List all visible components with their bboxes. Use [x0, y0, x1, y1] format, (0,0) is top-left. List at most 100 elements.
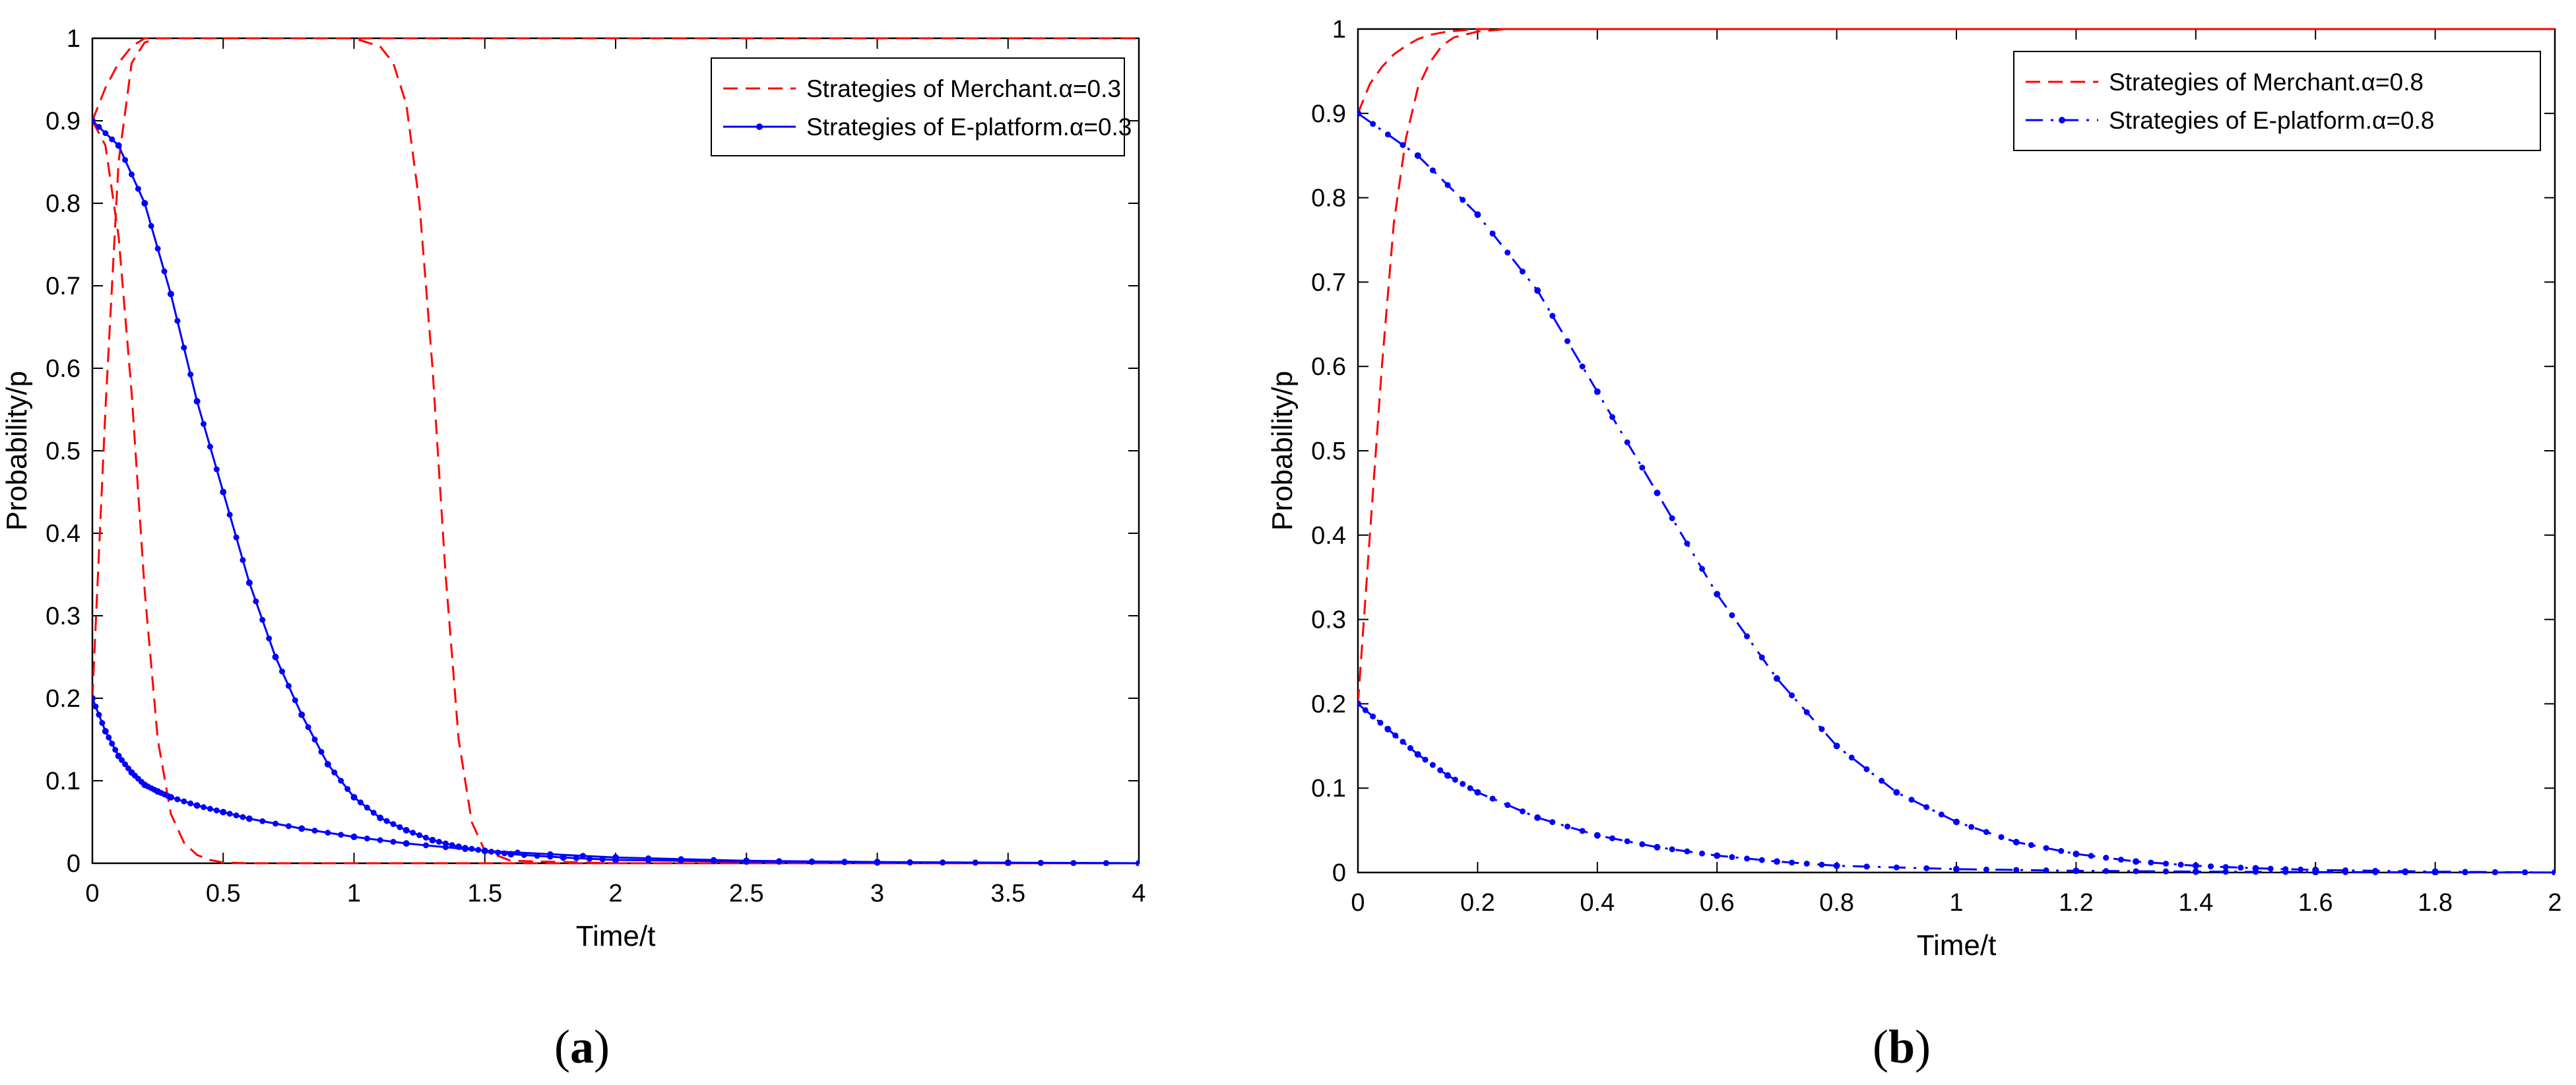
x-tick-label: 0.4: [1580, 889, 1615, 917]
data-point: [350, 834, 358, 840]
data-point: [1789, 692, 1795, 699]
y-tick-label: 0.8: [1311, 185, 1346, 213]
x-tick-label: 4: [1132, 880, 1145, 907]
data-point: [1609, 414, 1615, 420]
chart-panel-a: 0 0.5 1 1.5 2 2.5 3 3.5 4 0 0.1 0.2 0.3 0.4 0.5 0.6 0.7 0…: [1, 25, 1146, 952]
data-point: [2552, 869, 2555, 875]
data-point: [364, 836, 370, 841]
data-point: [2133, 858, 2140, 865]
data-point: [187, 371, 194, 378]
data-point: [187, 800, 194, 806]
data-point: [402, 840, 410, 847]
data-point: [2058, 847, 2065, 854]
data-point: [481, 847, 488, 855]
legend: Strategies of Merchant.α=0.8 Strategies o…: [2013, 51, 2541, 151]
legend-marker: [2059, 117, 2065, 123]
data-point: [377, 814, 384, 822]
data-point: [2342, 869, 2349, 875]
data-point: [2103, 855, 2109, 861]
data-point: [233, 534, 240, 541]
data-point: [1460, 197, 1466, 203]
data-point: [435, 839, 442, 845]
data-point: [2282, 869, 2289, 875]
data-point: [278, 668, 285, 674]
y-tick-label: 0: [1332, 859, 1346, 887]
data-point: [1579, 828, 1586, 834]
data-point: [573, 855, 580, 861]
y-tick-label: 0.3: [1311, 607, 1346, 634]
data-point: [1624, 838, 1630, 845]
data-point: [402, 827, 410, 834]
data-point: [1744, 855, 1751, 862]
x-tick-label: 2.5: [729, 880, 764, 907]
data-point: [1452, 776, 1458, 783]
data-point: [226, 511, 233, 518]
data-point: [318, 748, 325, 755]
data-point: [2267, 865, 2274, 872]
data-point: [148, 222, 154, 229]
data-point: [1789, 859, 1795, 866]
data-point: [1983, 829, 1989, 836]
data-point: [377, 837, 383, 843]
data-point: [1519, 808, 1526, 814]
data-point: [1594, 832, 1601, 839]
data-point: [1714, 591, 1721, 598]
x-tick-label: 1.8: [2418, 889, 2453, 917]
data-point: [344, 786, 351, 792]
data-point: [1833, 742, 1840, 750]
data-point: [1474, 789, 1481, 796]
data-point: [2312, 869, 2319, 875]
data-point: [125, 765, 132, 772]
data-point: [1489, 230, 1496, 237]
data-point: [1594, 388, 1601, 395]
data-point: [1923, 804, 1930, 810]
data-point: [841, 859, 848, 865]
data-point: [547, 851, 554, 857]
series-line-curve-1: [1358, 28, 2555, 114]
data-point: [678, 856, 684, 863]
data-point: [743, 857, 750, 865]
y-tick-label: 0.3: [46, 603, 80, 630]
data-point: [1609, 835, 1615, 841]
data-point: [1422, 756, 1429, 763]
data-point: [1983, 867, 1989, 873]
data-point: [2207, 863, 2214, 870]
data-point: [298, 711, 306, 718]
data-point: [1437, 767, 1444, 773]
x-tick-label: 1.4: [2178, 889, 2213, 917]
y-tick-label: 1: [1332, 16, 1346, 44]
legend-entry: Strategies of E-platform.α=0.8: [2109, 107, 2434, 134]
data-point: [138, 779, 145, 785]
panel-label-a: (a): [554, 1020, 610, 1073]
data-point: [240, 557, 246, 564]
data-point: [1758, 857, 1765, 863]
data-point: [1384, 131, 1391, 138]
data-point: [226, 810, 233, 817]
x-tick-label: 2: [608, 880, 622, 907]
data-point: [1358, 700, 1361, 707]
data-point: [416, 832, 423, 838]
data-point: [1414, 751, 1421, 758]
data-point: [1400, 739, 1406, 745]
data-point: [1534, 287, 1541, 294]
data-point: [285, 682, 292, 689]
data-point: [109, 136, 115, 143]
data-point: [1699, 566, 1706, 572]
x-tick-label: 0.8: [1819, 889, 1854, 917]
data-point: [1744, 633, 1751, 640]
data-point: [1362, 707, 1368, 713]
data-point: [1489, 795, 1496, 802]
y-tick-label: 0.1: [46, 768, 80, 795]
data-point: [429, 837, 436, 843]
data-point: [1504, 249, 1511, 256]
data-point: [1392, 732, 1399, 739]
data-point: [1773, 675, 1780, 682]
data-point: [2028, 841, 2034, 848]
data-point: [164, 793, 171, 799]
data-point: [350, 794, 358, 801]
data-point: [207, 444, 213, 450]
x-tick-label: 2: [2548, 889, 2561, 917]
data-point: [1803, 861, 1810, 867]
data-point: [874, 859, 881, 866]
